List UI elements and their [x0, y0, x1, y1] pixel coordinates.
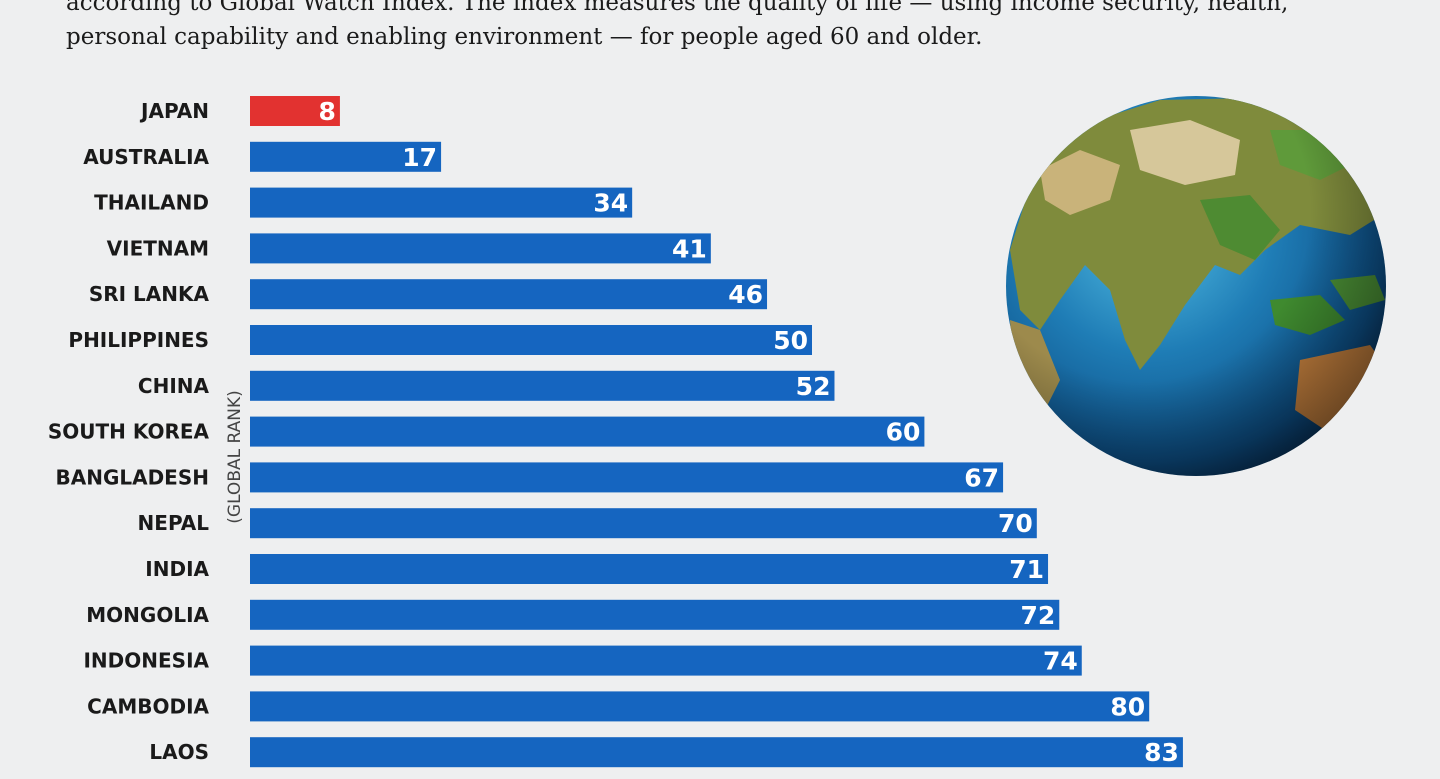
category-label-japan: JAPAN [139, 99, 209, 123]
bar-indonesia [250, 645, 1082, 676]
data-label-sri-lanka: 46 [728, 280, 763, 309]
bar-china [250, 370, 835, 401]
bar-nepal [250, 508, 1037, 539]
category-label-india: INDIA [145, 557, 209, 581]
bar-thailand [250, 187, 633, 218]
bar-sri-lanka [250, 279, 768, 310]
bar-australia [250, 141, 442, 172]
category-label-vietnam: VIETNAM [107, 236, 209, 260]
data-label-bangladesh: 67 [964, 463, 999, 492]
data-label-vietnam: 41 [672, 234, 707, 263]
data-label-india: 71 [1009, 555, 1044, 584]
bar-mongolia [250, 599, 1060, 630]
category-label-australia: AUSTRALIA [83, 145, 209, 169]
category-label-cambodia: CAMBODIA [87, 694, 209, 718]
bar-india [250, 554, 1049, 584]
category-label-china: CHINA [138, 374, 210, 398]
data-label-japan: 8 [319, 97, 336, 126]
category-label-thailand: THAILAND [94, 191, 209, 215]
bar-laos [250, 737, 1183, 768]
data-label-nepal: 70 [998, 509, 1033, 538]
bar-south-korea [250, 416, 925, 447]
category-label-south-korea: SOUTH KOREA [48, 420, 210, 444]
bar-japan [250, 96, 340, 126]
data-label-mongolia: 72 [1020, 601, 1055, 630]
data-label-thailand: 34 [593, 189, 628, 218]
globe-illustration [1006, 96, 1386, 476]
data-label-australia: 17 [402, 143, 437, 172]
category-label-philippines: PHILIPPINES [68, 328, 209, 352]
bar-bangladesh [250, 462, 1004, 493]
data-label-cambodia: 80 [1110, 692, 1145, 721]
data-label-laos: 83 [1144, 738, 1179, 767]
category-label-nepal: NEPAL [138, 511, 210, 535]
data-label-philippines: 50 [773, 326, 808, 355]
y-axis-label: (GLOBAL RANK) [225, 390, 245, 523]
intro-text: according to Global Watch Index. The ind… [66, 0, 1289, 50]
category-label-sri-lanka: SRI LANKA [89, 282, 210, 306]
category-label-indonesia: INDONESIA [83, 649, 209, 673]
data-label-south-korea: 60 [886, 418, 921, 447]
bar-cambodia [250, 691, 1150, 722]
data-label-indonesia: 74 [1043, 647, 1078, 676]
category-label-mongolia: MONGOLIA [86, 603, 209, 627]
bar-philippines [250, 325, 812, 355]
category-label-bangladesh: BANGLADESH [55, 465, 209, 489]
bar-vietnam [250, 233, 711, 264]
data-label-china: 52 [796, 372, 831, 401]
category-label-laos: LAOS [149, 740, 209, 764]
chart-rows: JAPAN 8 AUSTRALIA 17 THAILAND 34 VIETNAM 41 SRI … [48, 96, 1183, 768]
